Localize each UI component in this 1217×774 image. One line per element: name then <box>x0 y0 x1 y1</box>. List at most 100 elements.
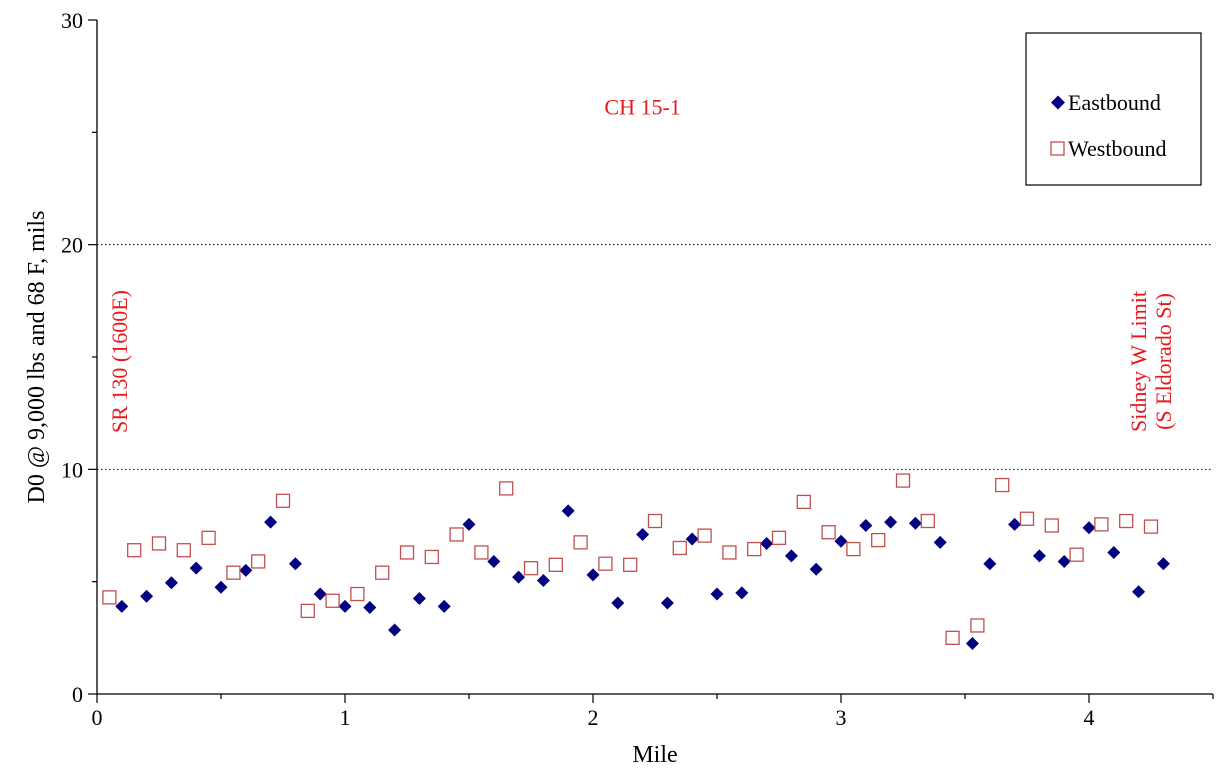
eastbound-point <box>809 562 823 576</box>
y-tick-label: 30 <box>61 8 83 33</box>
eastbound-point <box>561 504 575 518</box>
westbound-point <box>697 528 712 543</box>
legend-eastbound-marker <box>1051 95 1065 110</box>
x-tick-label: 3 <box>836 705 847 730</box>
eastbound-point <box>884 515 898 529</box>
eastbound-point <box>487 554 501 568</box>
legend-box <box>1025 32 1202 186</box>
westbound-point <box>573 535 588 550</box>
eastbound-point <box>214 580 228 594</box>
westbound-point <box>449 527 464 542</box>
eastbound-point <box>1032 549 1046 563</box>
westbound-point <box>399 545 415 560</box>
westbound-point <box>350 586 365 602</box>
westbound-point <box>1069 547 1084 562</box>
eastbound-point <box>859 519 873 532</box>
annotation-4: (S Eldorado St) <box>1151 293 1176 430</box>
westbound-point <box>127 543 142 558</box>
westbound-point <box>995 477 1010 493</box>
westbound-point <box>499 481 514 496</box>
eastbound-point <box>710 587 724 601</box>
y-axis-ticks: 0 10 20 30 <box>61 8 97 707</box>
eastbound-point <box>1107 545 1121 559</box>
eastbound-point <box>760 536 774 550</box>
eastbound-point <box>933 535 947 549</box>
y-tick-label: 10 <box>61 457 83 482</box>
eastbound-point <box>140 589 154 603</box>
westbound-point <box>1019 511 1035 526</box>
eastbound-point <box>983 557 997 571</box>
eastbound-point <box>834 534 848 548</box>
eastbound-point <box>462 517 476 531</box>
westbound-point <box>201 530 216 546</box>
westbound-point <box>375 565 390 580</box>
westbound-point <box>523 561 539 576</box>
westbound-point <box>1119 513 1134 529</box>
legend: Eastbound Westbound <box>1025 32 1202 186</box>
y-tick-label: 0 <box>72 682 83 707</box>
eastbound-point <box>586 568 600 582</box>
x-axis-ticks: 0 1 2 3 4 <box>92 694 1214 730</box>
eastbound-point <box>908 516 922 530</box>
westbound-point <box>102 590 117 605</box>
eastbound-point <box>338 599 352 613</box>
westbound-point <box>796 494 811 510</box>
westbound-point <box>771 530 787 546</box>
gridlines <box>97 244 1213 470</box>
eastbound-point <box>636 527 650 541</box>
data-points <box>102 473 1170 650</box>
westbound-point <box>871 532 886 548</box>
eastbound-point <box>1008 517 1022 531</box>
westbound-point <box>1044 518 1059 533</box>
eastbound-point <box>536 574 550 588</box>
westbound-point <box>251 554 266 569</box>
eastbound-point <box>1156 557 1170 571</box>
westbound-point <box>647 513 663 529</box>
x-tick-label: 4 <box>1084 705 1095 730</box>
eastbound-point <box>784 549 798 563</box>
eastbound-point <box>313 587 327 601</box>
westbound-point <box>1094 517 1109 532</box>
westbound-point <box>672 540 687 556</box>
westbound-point <box>474 545 489 560</box>
x-tick-label: 2 <box>588 705 599 730</box>
westbound-point <box>226 565 241 580</box>
eastbound-point <box>437 599 451 613</box>
westbound-point <box>548 557 563 572</box>
westbound-point <box>424 549 439 565</box>
eastbound-point <box>115 599 129 613</box>
y-tick-label: 20 <box>61 233 83 258</box>
eastbound-point <box>388 623 402 637</box>
annotation-3: Sidney W Limit <box>1126 291 1151 432</box>
chart-annotations: CH 15-1 SR 130 (1600E) Sidney W Limit (S El… <box>107 94 1176 433</box>
legend-westbound-marker <box>1050 141 1065 156</box>
eastbound-point <box>965 636 979 650</box>
westbound-point <box>821 525 836 540</box>
westbound-point <box>722 545 737 560</box>
annotation-1: CH 15-1 <box>604 94 680 119</box>
eastbound-point <box>264 515 278 529</box>
x-axis-title: Mile <box>632 742 677 768</box>
westbound-point <box>325 593 340 608</box>
westbound-point <box>598 556 613 571</box>
eastbound-point <box>412 592 426 606</box>
legend-eastbound-label: Eastbound <box>1068 90 1161 115</box>
westbound-point <box>920 513 935 529</box>
eastbound-point <box>288 557 302 571</box>
westbound-point <box>970 618 985 633</box>
westbound-point <box>300 603 315 619</box>
westbound-point <box>623 557 638 572</box>
eastbound-point <box>1082 521 1096 535</box>
westbound-point <box>895 473 911 488</box>
eastbound-point <box>164 576 178 590</box>
eastbound-point <box>1132 585 1146 599</box>
westbound-point <box>1143 519 1159 534</box>
x-tick-label: 0 <box>92 705 103 730</box>
eastbound-point <box>660 596 674 610</box>
westbound-point <box>151 536 167 551</box>
westbound-point <box>747 541 762 557</box>
eastbound-point <box>512 570 526 584</box>
eastbound-point <box>239 563 253 577</box>
westbound-point <box>945 630 960 645</box>
